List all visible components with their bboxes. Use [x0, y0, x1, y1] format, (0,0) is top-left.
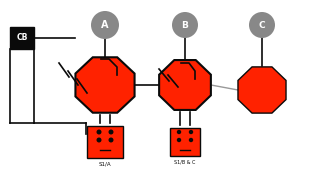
FancyBboxPatch shape: [10, 27, 34, 49]
Circle shape: [189, 130, 193, 134]
Circle shape: [108, 129, 114, 134]
Polygon shape: [238, 67, 286, 113]
FancyBboxPatch shape: [170, 128, 200, 156]
Polygon shape: [159, 60, 211, 110]
Circle shape: [91, 11, 119, 39]
Circle shape: [172, 12, 198, 38]
Circle shape: [108, 138, 114, 143]
Polygon shape: [76, 57, 135, 113]
Circle shape: [97, 129, 101, 134]
Text: S1/A: S1/A: [99, 161, 111, 166]
Circle shape: [177, 130, 181, 134]
Text: B: B: [181, 21, 188, 30]
Circle shape: [97, 138, 101, 143]
Circle shape: [249, 12, 275, 38]
Text: C: C: [259, 21, 265, 30]
Circle shape: [177, 138, 181, 142]
Text: CB: CB: [16, 33, 28, 42]
Circle shape: [189, 138, 193, 142]
Text: S1/B & C: S1/B & C: [174, 159, 196, 165]
Text: A: A: [101, 20, 109, 30]
FancyBboxPatch shape: [87, 126, 123, 158]
